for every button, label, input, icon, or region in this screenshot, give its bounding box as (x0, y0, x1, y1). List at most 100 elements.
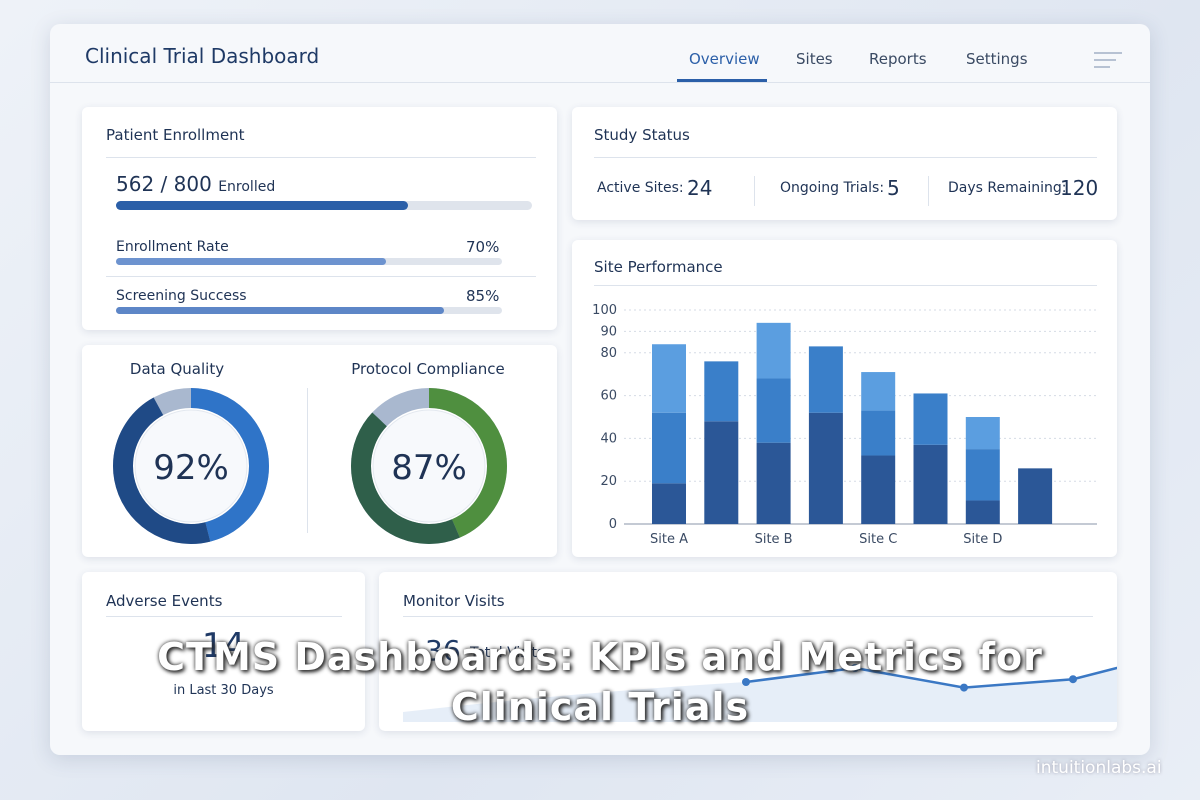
divider (106, 157, 536, 158)
y-tick-label: 90 (600, 324, 617, 339)
x-tick-label: Site D (963, 532, 1002, 547)
unit: Enrolled (218, 179, 276, 195)
metric-value: 85% (466, 287, 500, 305)
divider (594, 285, 1097, 286)
progress-track (116, 307, 502, 314)
bar-segment (965, 449, 1000, 501)
trend-point (960, 683, 968, 692)
gauge-arc-secondary (113, 388, 269, 544)
x-tick-label: Site C (859, 532, 897, 547)
progress-track (116, 258, 502, 265)
divider (928, 176, 929, 206)
bar-segment (808, 412, 843, 524)
gauge-title: Protocol Compliance (351, 360, 505, 378)
bar-segment (808, 346, 843, 413)
x-tick-label: Site B (755, 532, 793, 547)
site-performance-chart: 0 20 40 60 80 90 100 Site A Site B Site C Site D (592, 303, 1097, 547)
bar-segment (913, 393, 948, 445)
trend-point (851, 664, 859, 672)
gauge-value: 92% (153, 448, 229, 488)
bar-segment (965, 500, 1000, 524)
status-value: 120 (1060, 176, 1099, 200)
card-title: Monitor Visits (403, 592, 505, 610)
watermark: intuitionlabs.ai (1036, 758, 1162, 778)
status-label: Days Remaining: (948, 180, 1067, 196)
bar-segment (652, 412, 686, 484)
gauge-value: 87% (391, 448, 467, 488)
divider (403, 616, 1093, 617)
visits-trend (403, 664, 1117, 722)
bar-segment (704, 421, 739, 524)
status-value: 24 (687, 176, 713, 200)
adverse-events-card (82, 572, 365, 731)
app-title: Clinical Trial Dashboard (85, 44, 320, 68)
y-tick-label: 80 (600, 346, 617, 361)
gauge-center (372, 409, 486, 523)
y-tick-label: 60 (600, 389, 617, 404)
bar-segment (704, 361, 739, 422)
nav-tab[interactable]: Settings (966, 50, 1028, 68)
card-title: Study Status (594, 126, 690, 144)
active-tab-indicator (677, 79, 767, 82)
adverse-events-value: 14 (201, 626, 246, 666)
card-title: Patient Enrollment (106, 126, 245, 144)
header-divider (50, 82, 1150, 83)
status-card (572, 107, 1117, 220)
enrollment-card (82, 107, 557, 330)
progress-fill (116, 307, 445, 314)
metric-label: Screening Success (116, 288, 247, 304)
status-label: Ongoing Trials: (780, 180, 885, 196)
status-label: Active Sites: (597, 180, 684, 196)
bar-segment (861, 372, 896, 411)
gauge-arc (113, 388, 269, 544)
y-tick-label: 100 (592, 303, 617, 318)
metric-value: 70% (466, 238, 500, 256)
caption-text: CTMS Dashboards: KPIs and Metrics for Cl… (157, 635, 1043, 729)
gauges: 92% 87% (113, 388, 507, 544)
divider (307, 388, 308, 533)
divider (594, 157, 1097, 158)
divider (754, 176, 755, 206)
y-tick-label: 40 (600, 431, 617, 446)
gauge-title: Data Quality (129, 360, 225, 378)
bar-segment (965, 417, 1000, 450)
bar-segment (861, 410, 896, 456)
gauge-arc (351, 388, 507, 544)
bar-segment (652, 483, 686, 524)
progress-fill (116, 258, 387, 265)
nav-tab[interactable]: Overview (689, 50, 760, 68)
divider (106, 616, 342, 617)
trend-area (403, 667, 1117, 722)
card-title: Site Performance (594, 258, 723, 276)
progress-track (116, 201, 532, 210)
bar-segment (652, 344, 686, 413)
enrollment-count: 562 / 800 Enrolled (116, 172, 275, 196)
bar-segment (756, 442, 791, 524)
divider (106, 276, 536, 277)
bar-segment (1018, 468, 1053, 524)
caption: Total Visits (470, 645, 545, 661)
bar-segment (756, 378, 791, 443)
enrolled-value: 562 (116, 172, 155, 196)
separator: / (160, 172, 168, 196)
bar-segment (913, 444, 948, 524)
bar-segment (756, 322, 791, 379)
nav-tab[interactable]: Sites (796, 50, 833, 68)
menu-icon[interactable] (1092, 50, 1124, 70)
caption: in Last 30 Days (173, 683, 274, 698)
gauge-center (134, 409, 248, 523)
nav-tab[interactable]: Reports (869, 50, 927, 68)
overlay-caption: CTMS Dashboards: KPIs and Metrics for Cl… (100, 632, 1100, 732)
status-value: 5 (887, 176, 900, 200)
monitor-visits-value: 36 (425, 634, 461, 667)
trend-point (1069, 675, 1077, 684)
trend-point (742, 678, 750, 686)
card-title: Adverse Events (106, 592, 223, 610)
bar-segment (861, 455, 896, 524)
y-tick-label: 20 (600, 474, 617, 489)
metric-label: Enrollment Rate (116, 239, 229, 255)
progress-fill (116, 201, 409, 210)
y-tick-label: 0 (609, 517, 617, 532)
x-tick-label: Site A (650, 532, 688, 547)
